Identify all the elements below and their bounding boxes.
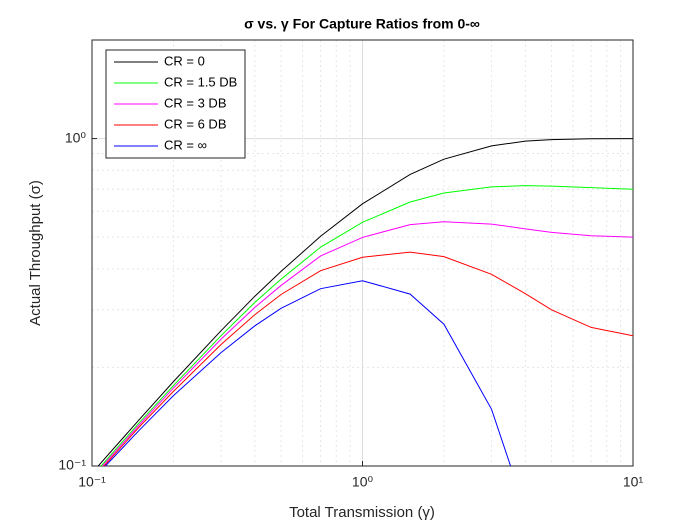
plot-lines	[97, 138, 633, 466]
y-tick-label: 10⁰	[65, 129, 87, 145]
x-tick-label: 10¹	[623, 474, 644, 490]
x-tick-label: 10⁰	[352, 474, 374, 490]
legend-label: CR = 0	[164, 53, 205, 68]
series-line	[97, 138, 633, 466]
legend-label: CR = 3 DB	[164, 95, 227, 110]
series-line	[103, 251, 633, 466]
x-axis-label: Total Transmission (γ)	[289, 504, 435, 521]
y-axis-label: Actual Throughput (σ)	[27, 180, 44, 326]
y-tick-label: 10⁻¹	[58, 457, 86, 473]
series-line	[104, 280, 512, 466]
axes-frame	[91, 39, 634, 467]
legend-label: CR = 6 DB	[164, 116, 227, 131]
chart-title: σ vs. γ For Capture Ratios from 0-∞	[244, 16, 480, 32]
series-line	[100, 185, 633, 466]
x-tick-label: 10⁻¹	[78, 474, 106, 490]
legend-label: CR = 1.5 DB	[164, 74, 237, 89]
series-line	[101, 221, 633, 466]
legend-label: CR = ∞	[164, 137, 207, 152]
